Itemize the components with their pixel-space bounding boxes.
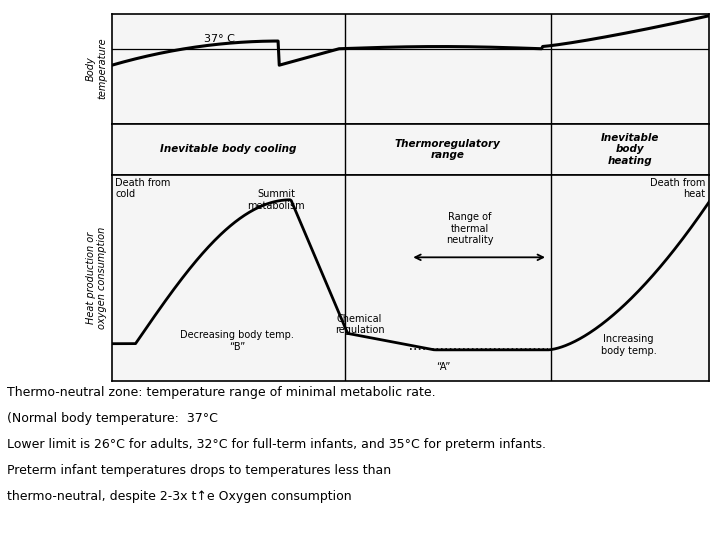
Text: Decreasing body temp.
“B”: Decreasing body temp. “B” — [180, 330, 294, 352]
Text: Increasing
body temp.: Increasing body temp. — [600, 334, 657, 356]
Text: Range of
thermal
neutrality: Range of thermal neutrality — [446, 212, 494, 245]
Text: thermo-neutral, despite 2-3x t↑e Oxygen consumption: thermo-neutral, despite 2-3x t↑e Oxygen … — [7, 490, 352, 503]
Text: (Normal body temperature:  37°C: (Normal body temperature: 37°C — [7, 412, 218, 425]
Text: Death from
cold: Death from cold — [115, 178, 171, 199]
Text: Death from
heat: Death from heat — [650, 178, 706, 199]
Text: Lower limit is 26°C for adults, 32°C for full-term infants, and 35°C for preterm: Lower limit is 26°C for adults, 32°C for… — [7, 438, 546, 451]
Text: Summit
metabolism: Summit metabolism — [247, 190, 305, 211]
Y-axis label: Body
temperature: Body temperature — [86, 38, 107, 99]
Text: “A”: “A” — [436, 362, 451, 373]
Text: Thermo-neutral zone: temperature range of minimal metabolic rate.: Thermo-neutral zone: temperature range o… — [7, 386, 436, 399]
Text: Inevitable body cooling: Inevitable body cooling — [160, 144, 297, 154]
Text: 37° C: 37° C — [204, 34, 235, 44]
Text: Preterm infant temperatures drops to temperatures less than: Preterm infant temperatures drops to tem… — [7, 464, 392, 477]
Text: Thermoregulatory
range: Thermoregulatory range — [395, 139, 500, 160]
Y-axis label: Heat production or
oxygen consumption: Heat production or oxygen consumption — [86, 227, 107, 329]
Text: Chemical
regulation: Chemical regulation — [335, 314, 384, 335]
Text: Inevitable
body
heating: Inevitable body heating — [600, 133, 660, 166]
